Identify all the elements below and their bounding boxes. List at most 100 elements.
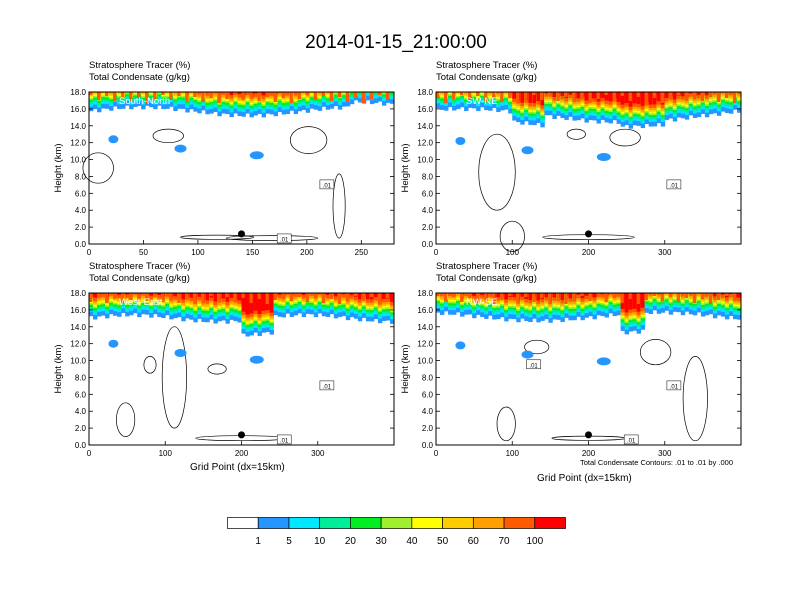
tracer-layer [480,92,485,95]
y-tick-label: 0.0 [75,441,87,450]
tracer-top-fleck [468,293,472,298]
tracer-layer [496,293,501,298]
tracer-top-fleck [297,293,301,297]
tracer-top-fleck [524,293,528,297]
y-tick-label: 4.0 [422,407,434,416]
tracer-layer [448,92,453,94]
tracer-top-fleck [121,92,125,97]
tracer-top-fleck [145,92,149,103]
tracer-layer [624,293,630,313]
tracer-top-fleck [193,293,197,304]
tracer-layer [632,92,638,104]
tracer-layer [632,293,638,309]
tracer-layer [680,293,686,297]
tracer-layer [568,293,573,299]
tracer-layer [552,92,557,98]
tracer-top-fleck [468,92,472,100]
tracer-layer [608,92,613,102]
tracer-top-fleck [444,293,448,301]
tracer-layer [712,92,718,95]
tracer-layer [277,92,283,96]
tracer-layer [440,92,445,94]
tracer-layer [181,293,186,300]
tracer-layer [253,293,258,311]
y-tick-label: 12.0 [70,340,86,349]
panel-label-tracer: Stratosphere Tracer (%) [436,261,538,272]
tracer-layer [528,293,533,301]
tracer-top-fleck [516,293,520,301]
tracer-layer [464,92,469,95]
condensate-contour [639,339,672,366]
y-tick-label: 10.0 [417,156,433,165]
x-tick-label: 0 [434,248,439,257]
tracer-top-fleck [460,293,464,302]
tracer-top-fleck [444,92,448,103]
contour-label: .01 [323,384,332,390]
panel-nw-se: Stratosphere Tracer (%) Total Condensate… [377,259,747,469]
tracer-layer [125,92,130,95]
tracer-top-fleck [492,92,496,97]
tracer-top-fleck [105,293,109,303]
tracer-layer [101,92,106,94]
tracer-layer [652,92,658,105]
contour-label-box [319,380,335,391]
tracer-layer [576,293,581,299]
tracer-layer [640,293,646,308]
tracer-top-fleck [241,92,245,100]
y-tick-label: 2.0 [422,424,434,433]
tracer-top-fleck [129,92,133,102]
panel-plot: NW-SE .01 .01 .01 0.0 2.0 4.0 6.0 8.0 10.0 12.0 14.… [400,289,742,458]
condensate-contour [161,326,187,429]
x-tick-label: 250 [355,248,369,257]
panel-plot: South-North .01 .01 0.0 2.0 4.0 6.0 8.0 10.0 12.0… [53,88,395,257]
panel-west-east: Stratosphere Tracer (%) Total Condensate… [30,259,400,469]
section-label: SW-NE [466,96,498,107]
tracer-top-fleck [185,293,189,299]
tracer-top-fleck [97,92,101,100]
tracer-layer [373,92,379,96]
tracer-top-fleck [361,293,366,301]
panel-label-condensate: Total Condensate (g/kg) [89,273,190,284]
condensate-contour [143,356,157,374]
panel-label-tracer: Stratosphere Tracer (%) [436,60,538,71]
tracer-layer [504,293,509,300]
tracer-top-fleck [692,92,697,96]
tracer-top-fleck [209,293,213,296]
tracer-top-fleck [201,92,205,102]
tracer-layer [325,92,331,95]
y-tick-label: 18.0 [417,88,433,97]
tracer-layer [672,92,678,100]
tracer-layer [544,293,549,298]
tracer-layer [440,293,445,297]
tracer-layer [456,293,461,296]
tracer-top-fleck [628,92,632,101]
tracer-top-fleck [345,293,350,300]
y-tick-label: 16.0 [70,306,86,315]
y-tick-label: 0.0 [422,441,434,450]
figure-title: 2014-01-15_21:00:00 [305,32,487,53]
colorbar-swatch [257,517,290,529]
tracer-top-fleck [676,293,680,302]
tracer-patch [521,350,534,359]
tracer-layer [688,92,694,97]
tracer-layer [213,92,218,94]
x-tick-label: 100 [506,248,520,257]
tracer-top-fleck [281,293,285,296]
condensate-contour [499,220,525,252]
contour-label-box [526,359,541,370]
tracer-layer [157,293,162,295]
tracer-top-fleck [484,92,488,101]
tracer-layer [536,92,541,101]
tracer-top-fleck [377,92,382,95]
tracer-layer [301,293,307,296]
y-tick-label: 12.0 [417,340,433,349]
tracer-patch [455,137,466,145]
tracer-layer [389,92,395,95]
tracer-top-fleck [644,92,648,102]
condensate-contour [152,128,184,144]
tracer-top-fleck [145,293,149,301]
y-tick-label: 8.0 [75,172,87,181]
tracer-layer [672,293,678,296]
tracer-layer [600,293,605,298]
tracer-layer [576,92,581,99]
